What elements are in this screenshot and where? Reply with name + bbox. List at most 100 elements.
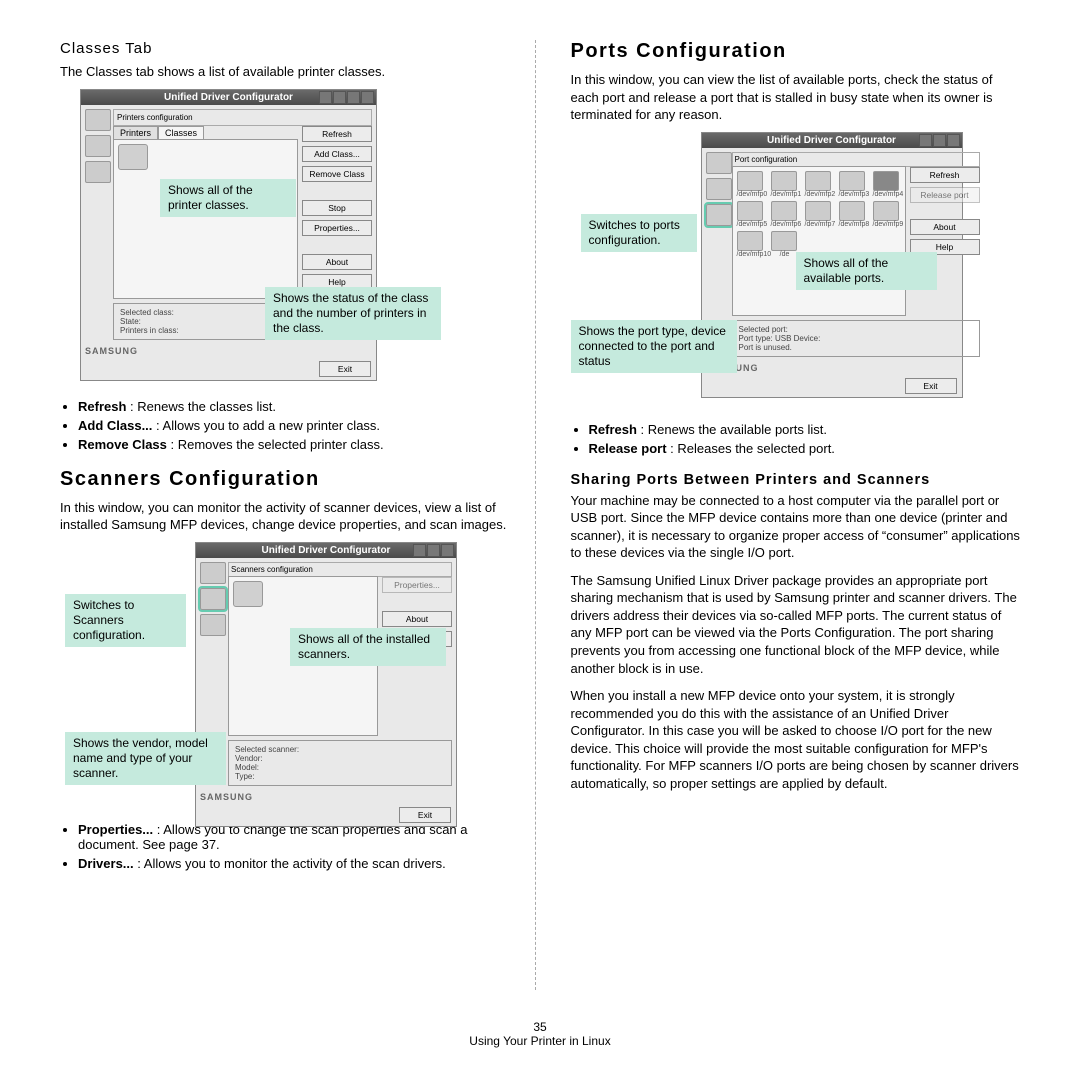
port-item[interactable]: /dev/mfp8 <box>839 201 867 228</box>
fig2-status: Selected scanner: Vendor: Model: Type: <box>228 740 452 786</box>
port-item[interactable]: /dev/mfp2 <box>805 171 833 198</box>
footer: 35 Using Your Printer in Linux <box>0 1020 1080 1048</box>
about-button[interactable]: About <box>302 254 372 270</box>
port-icon[interactable] <box>706 204 732 226</box>
sharing-p2: The Samsung Unified Linux Driver package… <box>571 572 1021 677</box>
exit-button[interactable]: Exit <box>399 807 451 823</box>
fig2-window: Unified Driver Configurator Scanners <box>195 542 457 827</box>
properties-button[interactable]: Properties... <box>382 577 452 593</box>
maximize-icon[interactable] <box>427 544 440 557</box>
fig1-title-text: Unified Driver Configurator <box>164 92 293 103</box>
remove-class-button[interactable]: Remove Class <box>302 166 372 182</box>
status-line: Vendor: <box>235 754 445 763</box>
minimize-icon[interactable] <box>333 91 346 104</box>
about-button[interactable]: About <box>910 219 980 235</box>
exit-button[interactable]: Exit <box>319 361 371 377</box>
sharing-p1: Your machine may be connected to a host … <box>571 492 1021 562</box>
status-line: Type: <box>235 772 445 781</box>
fig3-title: Unified Driver Configurator <box>702 133 962 148</box>
fig1-sidebar <box>85 109 113 340</box>
scanner-icon[interactable] <box>200 588 226 610</box>
fig1-wrap: Unified Driver Configurator <box>80 89 510 389</box>
about-button[interactable]: About <box>382 611 452 627</box>
callout-classes-list: Shows all of the printer classes. <box>160 179 296 217</box>
printer-icon[interactable] <box>706 152 732 174</box>
fig1-title: Unified Driver Configurator <box>81 90 376 105</box>
port-item[interactable]: /dev/mfp10 <box>737 231 765 258</box>
port-item[interactable]: /dev/mfp9 <box>873 201 901 228</box>
sharing-heading: Sharing Ports Between Printers and Scann… <box>571 472 1021 488</box>
port-item[interactable]: /de <box>771 231 799 258</box>
class-item-icon[interactable] <box>118 144 148 170</box>
printer-icon[interactable] <box>200 562 226 584</box>
minimize-icon[interactable] <box>413 544 426 557</box>
port-item[interactable]: /dev/mfp4 <box>873 171 901 198</box>
window-buttons <box>413 544 454 557</box>
properties-button[interactable]: Properties... <box>302 220 372 236</box>
brand-logo: SAMSUNG <box>196 790 456 804</box>
release-port-button[interactable]: Release port <box>910 187 980 203</box>
minimize-icon[interactable] <box>919 134 932 147</box>
scanner-item-icon[interactable] <box>233 581 263 607</box>
add-class-button[interactable]: Add Class... <box>302 146 372 162</box>
sharing-p3: When you install a new MFP device onto y… <box>571 687 1021 792</box>
ports-heading: Ports Configuration <box>571 40 1021 63</box>
list-item: Remove Class : Removes the selected prin… <box>78 437 510 452</box>
callout-installed-scanners: Shows all of the installed scanners. <box>290 628 446 666</box>
status-line: Port is unused. <box>739 343 973 352</box>
ports-intro: In this window, you can view the list of… <box>571 71 1021 124</box>
port-icon[interactable] <box>85 161 111 183</box>
port-item[interactable]: /dev/mfp6 <box>771 201 799 228</box>
list-item: Add Class... : Allows you to add a new p… <box>78 418 510 433</box>
printer-icon[interactable] <box>85 109 111 131</box>
fig1-panel <box>113 139 298 299</box>
port-item[interactable]: /dev/mfp1 <box>771 171 799 198</box>
close-icon[interactable] <box>947 134 960 147</box>
port-item[interactable]: /dev/mfp0 <box>737 171 765 198</box>
port-item[interactable]: /dev/mfp7 <box>805 201 833 228</box>
section-label: Port configuration <box>732 152 980 167</box>
brand-logo: SAMSUNG <box>702 361 962 375</box>
fig3-status: Selected port: Port type: USB Device: Po… <box>732 320 980 357</box>
status-line: Port type: USB Device: <box>739 334 973 343</box>
tab-classes[interactable]: Classes <box>158 126 204 140</box>
port-item[interactable]: /dev/mfp5 <box>737 201 765 228</box>
list-item: Refresh : Renews the classes list. <box>78 399 510 414</box>
ports-bullets: Refresh : Renews the available ports lis… <box>571 422 1021 456</box>
refresh-button[interactable]: Refresh <box>910 167 980 183</box>
exit-button[interactable]: Exit <box>905 378 957 394</box>
column-divider <box>535 40 536 990</box>
status-label: Selected scanner: <box>235 745 445 754</box>
left-column: Classes Tab The Classes tab shows a list… <box>60 40 530 990</box>
refresh-button[interactable]: Refresh <box>302 126 372 142</box>
callout-status: Shows the status of the class and the nu… <box>265 287 441 340</box>
help-icon[interactable] <box>319 91 332 104</box>
callout-scanner-info: Shows the vendor, model name and type of… <box>65 732 226 785</box>
tab-printers[interactable]: Printers <box>113 126 158 140</box>
scanner-icon[interactable] <box>706 178 732 200</box>
fig3-panel: /dev/mfp0/dev/mfp1/dev/mfp2/dev/mfp3/dev… <box>732 166 906 316</box>
list-item: Release port : Releases the selected por… <box>589 441 1021 456</box>
callout-available-ports: Shows all of the available ports. <box>796 252 937 290</box>
close-icon[interactable] <box>361 91 374 104</box>
section-label: Scanners configuration <box>228 562 452 577</box>
fig2-title-text: Unified Driver Configurator <box>262 545 391 556</box>
scanner-icon[interactable] <box>85 135 111 157</box>
right-column: Ports Configuration In this window, you … <box>541 40 1021 990</box>
fig3-buttons: Refresh Release port About Help <box>910 167 980 316</box>
fig3-wrap: Unified Driver Configurator Port conf <box>571 132 1021 412</box>
fig3-title-text: Unified Driver Configurator <box>767 135 896 146</box>
window-buttons <box>919 134 960 147</box>
callout-port-status: Shows the port type, device connected to… <box>571 320 737 373</box>
stop-button[interactable]: Stop <box>302 200 372 216</box>
maximize-icon[interactable] <box>933 134 946 147</box>
port-grid: /dev/mfp0/dev/mfp1/dev/mfp2/dev/mfp3/dev… <box>737 171 901 258</box>
close-icon[interactable] <box>441 544 454 557</box>
list-item: Drivers... : Allows you to monitor the a… <box>78 856 510 871</box>
port-item[interactable]: /dev/mfp3 <box>839 171 867 198</box>
maximize-icon[interactable] <box>347 91 360 104</box>
callout-switch-scanners: Switches to Scanners configuration. <box>65 594 186 647</box>
port-icon[interactable] <box>200 614 226 636</box>
scanners-intro: In this window, you can monitor the acti… <box>60 499 510 534</box>
classes-heading: Classes Tab <box>60 40 510 57</box>
